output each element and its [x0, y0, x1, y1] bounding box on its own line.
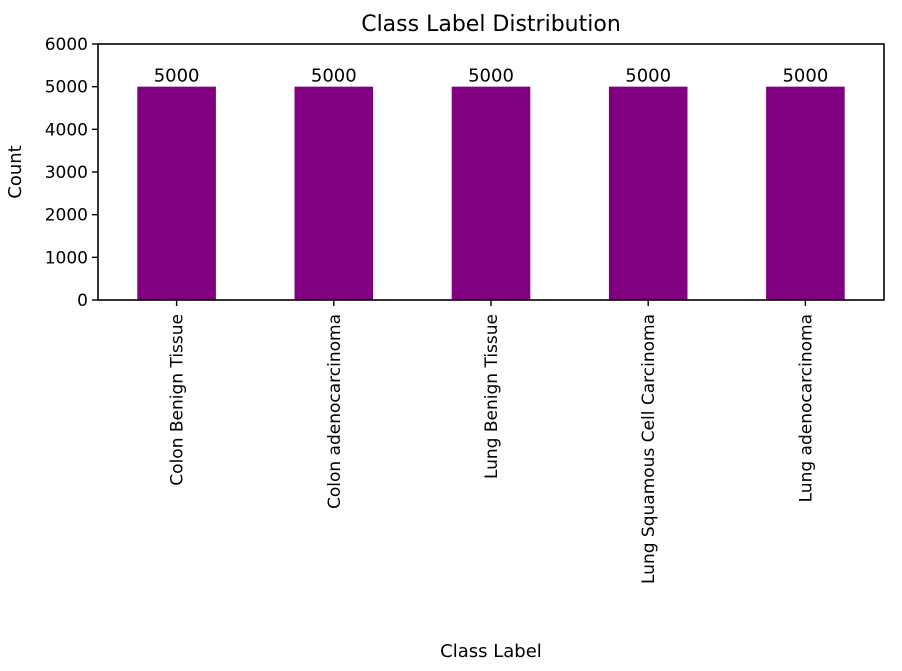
- y-tick-label-3000: 3000: [45, 163, 88, 183]
- bar-value-label-1: 5000: [154, 66, 200, 87]
- x-axis-label: Class Label: [440, 641, 542, 662]
- bar-value-label-3: 5000: [468, 66, 514, 87]
- bars-layer: [137, 86, 845, 301]
- x-axis-ticks: Colon Benign Tissue Colon adenocarcinoma L…: [168, 300, 816, 584]
- x-tick-label-1: Colon Benign Tissue: [168, 314, 188, 486]
- y-tick-label-6000: 6000: [45, 35, 88, 55]
- bar-value-label-2: 5000: [311, 66, 357, 87]
- chart-title: Class Label Distribution: [361, 12, 621, 37]
- plot-frame: [97, 43, 885, 301]
- data-labels-layer: 5000 5000 5000 5000 5000: [154, 66, 829, 87]
- bar-2: [294, 86, 374, 301]
- bar-3: [451, 86, 531, 301]
- y-tick-label-4000: 4000: [45, 120, 88, 140]
- y-axis-label: Count: [5, 145, 26, 198]
- x-tick-label-3: Lung Benign Tissue: [482, 314, 502, 479]
- x-tick-label-5: Lung adenocarcinoma: [796, 314, 816, 502]
- bar-value-label-5: 5000: [782, 66, 828, 87]
- bar-4: [608, 86, 688, 301]
- y-tick-label-5000: 5000: [45, 78, 88, 98]
- bar-1: [137, 86, 216, 301]
- bar-5: [766, 86, 845, 301]
- y-axis-ticks: 0 1000 2000 3000 4000 5000 6000: [45, 35, 98, 311]
- y-tick-label-1000: 1000: [45, 248, 88, 268]
- y-tick-label-2000: 2000: [45, 206, 88, 226]
- x-tick-label-4: Lung Squamous Cell Carcinoma: [639, 314, 659, 584]
- bar-value-label-4: 5000: [625, 66, 671, 87]
- y-tick-label-0: 0: [77, 291, 88, 311]
- x-tick-label-2: Colon adenocarcinoma: [325, 314, 345, 509]
